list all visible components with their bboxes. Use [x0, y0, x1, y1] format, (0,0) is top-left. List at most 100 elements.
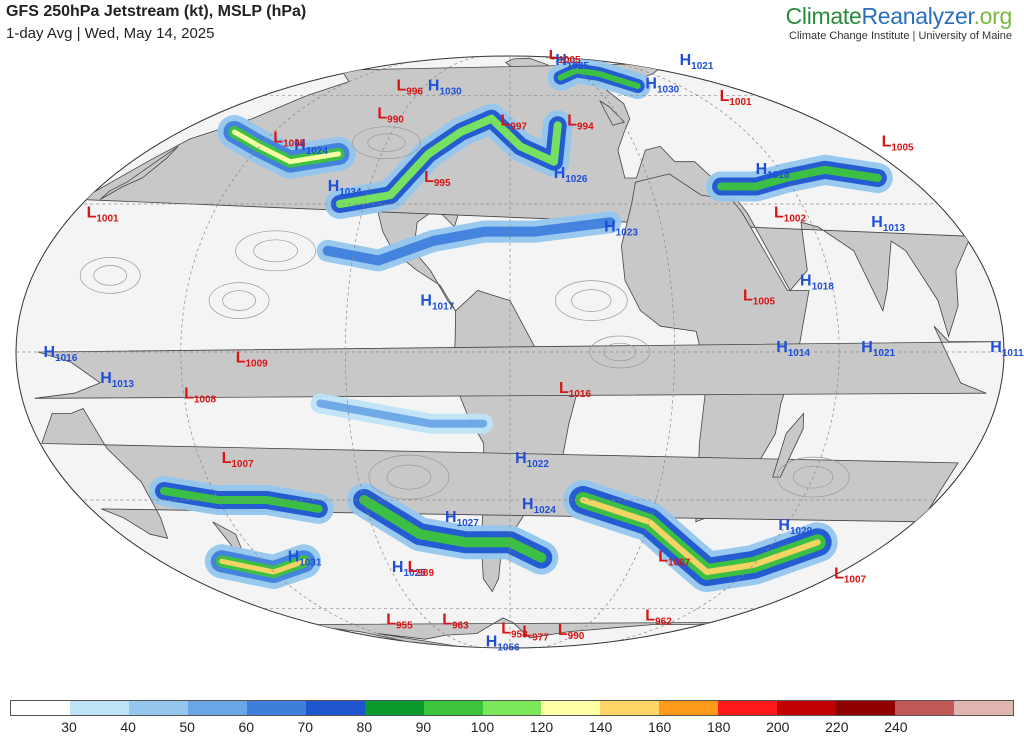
high-pressure-label: H1022 — [515, 450, 549, 470]
colorbar-segment — [423, 701, 483, 715]
isobar-contour — [352, 126, 421, 160]
jet-band — [322, 217, 616, 266]
colorbar-ticks: 30 40 50 60 70 80 90 100 120 140 160 180 200 220 240 — [10, 719, 1014, 737]
high-pressure-label: H1018 — [756, 161, 790, 181]
colorbar-tick-label: 140 — [588, 719, 613, 735]
colorbar-tick-label: 40 — [120, 719, 136, 735]
low-pressure-label: L1005 — [882, 133, 914, 153]
graticule — [16, 56, 1004, 648]
isobar-contour — [235, 230, 316, 272]
colorbar-tick-label: 50 — [179, 719, 195, 735]
map-subtitle: 1-day Avg | Wed, May 14, 2025 — [6, 25, 215, 42]
high-pressure-label: H1030 — [428, 78, 462, 98]
isobar-contour — [253, 239, 298, 263]
isobar-contour — [93, 265, 128, 286]
colorbar-segment — [305, 701, 365, 715]
high-pressure-label: H1027 — [445, 509, 479, 529]
colorbar-segment — [718, 701, 778, 715]
colorbar-segment — [954, 701, 1013, 715]
land-indonesia — [34, 325, 999, 399]
low-pressure-label: L1007 — [834, 566, 866, 586]
isobar-contour — [793, 465, 834, 489]
high-pressure-label: H1023 — [604, 219, 638, 239]
jet-band — [231, 129, 341, 165]
low-pressure-label: L1005 — [549, 50, 581, 66]
jet-band — [717, 165, 882, 191]
high-pressure-label: H1031 — [288, 548, 322, 568]
isobar-contour — [368, 454, 450, 500]
colorbar-segment — [246, 701, 306, 715]
high-pressure-label: H1011 — [990, 339, 1024, 359]
low-pressure-label: L1002 — [774, 205, 806, 225]
low-pressure-label: L990 — [558, 622, 585, 642]
brand-tagline: Climate Change Institute | University of… — [789, 30, 1012, 42]
jet-band — [219, 558, 307, 575]
low-pressure-label: L1016 — [559, 380, 591, 400]
land-japan — [99, 146, 179, 200]
colorbar-segment — [128, 701, 188, 715]
colorbar-segment — [187, 701, 247, 715]
colorbar-segment — [541, 701, 601, 715]
landmasses — [34, 57, 999, 648]
high-pressure-label: H1025 — [392, 559, 426, 579]
isobar-contour — [386, 464, 432, 490]
colorbar-tick-label: 180 — [707, 719, 731, 735]
high-pressure-label: H1029 — [778, 517, 812, 537]
isobar-contour — [571, 289, 612, 312]
high-pressure-label: H1030 — [645, 75, 679, 95]
colorbar-tick-label: 220 — [825, 719, 849, 735]
jet-band — [580, 497, 821, 575]
low-pressure-label: L989 — [408, 559, 435, 579]
land-antarctica — [301, 617, 739, 648]
low-pressure-label: L1007 — [222, 450, 254, 470]
low-pressure-label: L1005 — [273, 130, 305, 150]
low-pressure-label: L1005 — [743, 288, 775, 308]
high-pressure-label: H1025 — [555, 52, 589, 72]
longitude-line — [561, 56, 840, 648]
colorbar-tick-label: 200 — [766, 719, 790, 735]
low-pressure-label: L1009 — [236, 349, 268, 369]
colorbar-segment — [895, 701, 954, 715]
high-pressure-label: H1013 — [871, 214, 905, 234]
low-pressure-label: L962 — [645, 607, 672, 627]
high-pressure-label: H1024 — [294, 137, 328, 157]
high-pressure-label: H1034 — [328, 178, 362, 198]
low-pressure-label: L1001 — [87, 205, 119, 225]
longitude-line — [344, 56, 485, 648]
low-pressure-label: L990 — [377, 106, 404, 126]
isobar-contour — [79, 257, 141, 294]
jetstream-bands — [149, 57, 893, 592]
isobar-contour — [367, 133, 406, 152]
low-pressure-label: L955 — [386, 612, 413, 632]
low-pressure-label: L1007 — [658, 548, 690, 568]
low-pressure-label: L1008 — [184, 385, 216, 405]
colorbar-tick-label: 100 — [470, 719, 495, 735]
brand-logo[interactable]: ClimateReanalyzer.org Climate Change Ins… — [786, 2, 1013, 42]
isobars — [79, 126, 850, 500]
colorbar-tick-label: 70 — [297, 719, 314, 735]
low-pressure-label: L958 — [501, 621, 528, 641]
high-pressure-label: H1017 — [420, 293, 454, 313]
low-pressure-label: L995 — [424, 169, 451, 189]
colorbar-tick-label: 240 — [884, 719, 908, 735]
high-pressure-label: H1016 — [44, 344, 78, 364]
high-pressure-label: H1014 — [776, 339, 810, 359]
colorbar-segment — [836, 701, 896, 715]
high-pressure-label: H1013 — [100, 370, 134, 390]
high-pressure-label: H1026 — [554, 165, 588, 185]
land-madagascar — [772, 412, 805, 478]
low-pressure-label: L996 — [397, 78, 424, 98]
colorbar-segment — [777, 701, 837, 715]
high-pressure-label: H1024 — [522, 496, 556, 516]
longitude-line — [535, 56, 676, 648]
map-title: GFS 250hPa Jetstream (kt), MSLP (hPa) — [6, 3, 307, 20]
isobar-contour — [776, 456, 850, 498]
low-pressure-label: L994 — [567, 112, 594, 132]
jet-band — [359, 495, 547, 563]
colorbar-segment — [659, 701, 719, 715]
isobar-contour — [554, 280, 628, 321]
colorbar-tick-label: 60 — [238, 719, 255, 735]
colorbar-segment — [11, 701, 70, 715]
